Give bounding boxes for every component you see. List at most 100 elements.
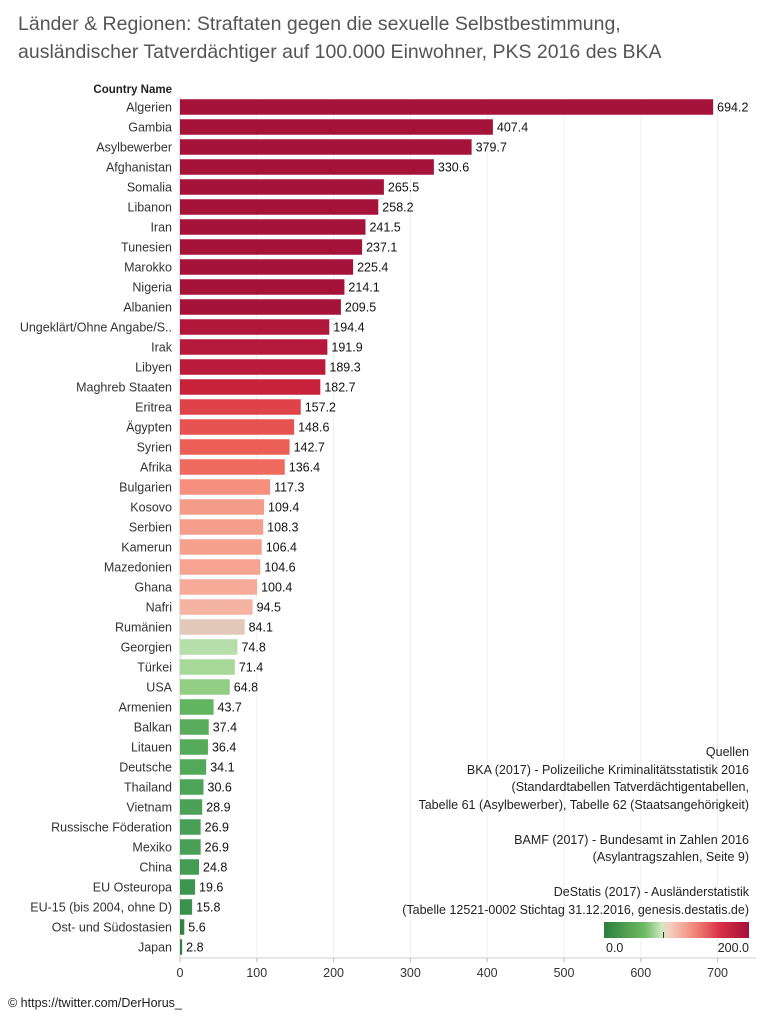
category-label: Ägypten [126, 421, 172, 435]
bar [180, 679, 230, 695]
bar [180, 559, 261, 575]
category-label: Kamerun [121, 541, 172, 555]
bar [180, 639, 238, 655]
bar [180, 779, 204, 795]
sources-spacer [402, 814, 749, 832]
data-label: 191.9 [331, 341, 362, 355]
credit-link[interactable]: © https://twitter.com/DerHorus_ [8, 996, 182, 1010]
chart-title-line-2: ausländischer Tatverdächtiger auf 100.00… [18, 41, 662, 63]
bar [180, 719, 209, 735]
bar [180, 899, 193, 915]
category-label: China [139, 861, 172, 875]
data-label: 37.4 [213, 721, 237, 735]
category-label: Iran [150, 221, 172, 235]
category-label: Deutsche [119, 761, 172, 775]
color-legend-high-label: 200.0 [717, 941, 749, 955]
category-label: Afghanistan [106, 161, 172, 175]
bar [180, 439, 290, 455]
data-label: 237.1 [366, 241, 397, 255]
data-label: 74.8 [241, 641, 265, 655]
x-axis-tick-label: 500 [554, 966, 575, 980]
bar [180, 159, 434, 175]
category-label: Georgien [121, 641, 172, 655]
x-axis-tick-label: 700 [707, 966, 728, 980]
bar [180, 699, 214, 715]
category-label: Nigeria [132, 281, 172, 295]
data-label: 108.3 [267, 521, 298, 535]
category-label: Japan [138, 941, 172, 955]
category-label: Litauen [131, 741, 172, 755]
category-label: Mazedonien [104, 561, 172, 575]
category-label: Serbien [129, 521, 172, 535]
sources-spacer [402, 867, 749, 885]
data-label: 19.6 [199, 881, 223, 895]
category-label: Bulgarien [119, 481, 172, 495]
category-label: USA [146, 681, 172, 695]
bar-chart: 0 100 200 300 400 500 600 700 Country Name Algeri… [20, 84, 756, 980]
data-label: 694.2 [717, 101, 748, 115]
data-label: 28.9 [206, 801, 230, 815]
bar [180, 459, 285, 475]
data-label: 100.4 [261, 581, 292, 595]
data-label: 117.3 [274, 481, 304, 495]
bar [180, 239, 363, 255]
bar [180, 519, 264, 535]
bar [180, 419, 295, 435]
category-header: Country Name [93, 84, 172, 96]
bar [180, 839, 201, 855]
data-label: 379.7 [476, 141, 507, 155]
sources-note: Quellen BKA (2017) - Polizeiliche Krimin… [402, 744, 749, 919]
category-label: Asylbewerber [96, 141, 172, 155]
category-label: Gambia [128, 121, 172, 135]
data-label: 407.4 [497, 121, 528, 135]
category-label: Tunesien [121, 241, 172, 255]
data-label: 136.4 [289, 461, 320, 475]
category-label: Russische Föderation [51, 821, 172, 835]
data-label: 330.6 [438, 161, 469, 175]
category-label: Algerien [126, 101, 172, 115]
bar [180, 939, 183, 955]
data-label: 209.5 [345, 301, 376, 315]
color-legend: 0.0 200.0 [604, 922, 749, 958]
category-label: Albanien [123, 301, 172, 315]
category-label: Vietnam [126, 801, 172, 815]
color-legend-low-label: 0.0 [606, 941, 624, 955]
category-label: Eritrea [135, 401, 172, 415]
chart-title: Länder & Regionen: Straftaten gegen die … [18, 10, 763, 66]
category-label: Mexiko [132, 841, 172, 855]
color-legend-gradient [604, 922, 749, 938]
category-label: Armenien [119, 701, 173, 715]
category-label: EU-15 (bis 2004, ohne D) [30, 901, 172, 915]
data-label: 24.8 [203, 861, 227, 875]
data-label: 157.2 [305, 401, 336, 415]
category-label: Ghana [134, 581, 172, 595]
data-label: 109.4 [268, 501, 299, 515]
category-label: Libyen [135, 361, 172, 375]
category-label: Nafri [146, 601, 172, 615]
x-axis-tick-label: 600 [630, 966, 651, 980]
bar [180, 499, 265, 515]
data-label: 26.9 [205, 841, 229, 855]
data-label: 71.4 [239, 661, 263, 675]
color-legend-midpoint-mark [663, 932, 664, 938]
bar [180, 339, 328, 355]
data-label: 36.4 [212, 741, 236, 755]
bar [180, 179, 384, 195]
category-label: EU Osteuropa [93, 881, 172, 895]
bar [180, 619, 245, 635]
x-axis-tick-label: 100 [246, 966, 267, 980]
bar [180, 799, 203, 815]
x-axis-tick-label: 200 [323, 966, 344, 980]
sources-line: (Asylantragszahlen, Seite 9) [592, 850, 749, 864]
category-label: Thailand [124, 781, 172, 795]
bar [180, 739, 208, 755]
category-label: Somalia [127, 181, 172, 195]
bar [180, 919, 185, 935]
category-label: Rumänien [115, 621, 172, 635]
data-label: 30.6 [208, 781, 232, 795]
data-label: 43.7 [218, 701, 242, 715]
bar [180, 759, 207, 775]
bar [180, 859, 200, 875]
bar [180, 659, 235, 675]
data-label: 214.1 [348, 281, 379, 295]
